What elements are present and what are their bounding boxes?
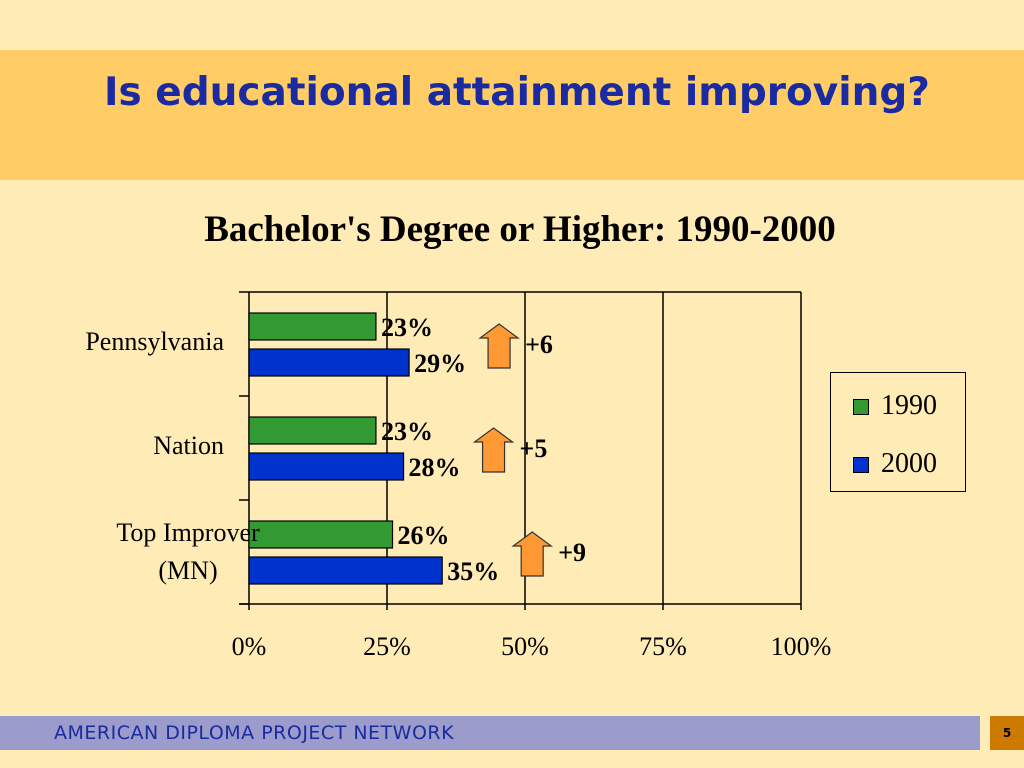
x-tick-label-50: 50% — [501, 632, 549, 661]
footer-text: AMERICAN DIPLOMA PROJECT NETWORK — [54, 722, 455, 744]
bar-2000-pennsylvania — [248, 348, 410, 377]
legend-swatch-1990 — [853, 399, 869, 415]
chart-legend: 1990 2000 — [830, 372, 966, 492]
x-tick-label-25: 25% — [363, 632, 411, 661]
category-label-top-improver-mn-line-1: Top Improver — [116, 518, 260, 547]
bar-label-1990-top-improver-mn: 26% — [398, 521, 450, 550]
page-number-box — [990, 716, 1024, 750]
change-label-nation: +5 — [520, 434, 548, 463]
change-label-pennsylvania: +6 — [525, 330, 553, 359]
up-arrow-icon-top-improver-mn — [511, 531, 554, 577]
bar-1990-top-improver-mn — [248, 520, 394, 549]
footer-bar — [0, 716, 980, 750]
bar-label-2000-top-improver-mn: 35% — [447, 557, 499, 586]
bar-1990-pennsylvania — [248, 312, 377, 341]
category-label-pennsylvania: Pennsylvania — [85, 327, 224, 356]
legend-swatch-2000 — [853, 457, 869, 473]
legend-label-1990: 1990 — [881, 390, 937, 421]
legend-label-2000: 2000 — [881, 448, 937, 479]
slide-title: Is educational attainment improving? — [104, 70, 930, 115]
category-label-top-improver-mn-line-2: (MN) — [158, 556, 217, 585]
bar-label-1990-nation: 23% — [381, 417, 433, 446]
bar-1990-nation — [248, 416, 377, 445]
up-arrow-icon-nation — [472, 427, 515, 473]
bar-label-1990-pennsylvania: 23% — [381, 313, 433, 342]
x-tick-label-75: 75% — [639, 632, 687, 661]
up-arrow-icon-pennsylvania — [478, 323, 520, 369]
bar-label-2000-pennsylvania: 29% — [414, 349, 466, 378]
category-label-nation: Nation — [153, 431, 224, 460]
change-label-top-improver-mn: +9 — [558, 538, 586, 567]
bar-label-2000-nation: 28% — [409, 453, 461, 482]
title-band — [0, 50, 1024, 180]
chart-title: Bachelor's Degree or Higher: 1990-2000 — [204, 209, 836, 250]
bar-2000-top-improver-mn — [248, 556, 443, 585]
x-tick-label-100: 100% — [771, 632, 832, 661]
bar-2000-nation — [248, 452, 405, 481]
x-tick-label-0: 0% — [232, 632, 267, 661]
page-number: 5 — [1002, 726, 1012, 740]
